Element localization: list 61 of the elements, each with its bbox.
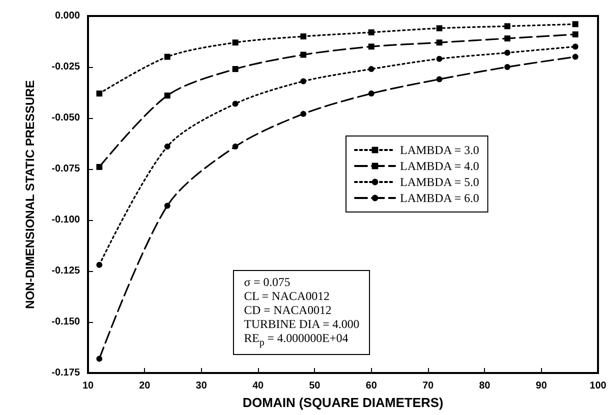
point: [368, 90, 374, 97]
point: [232, 144, 238, 150]
y-tick-label: -0.150: [52, 316, 80, 328]
point: [300, 78, 306, 84]
legend-label: LAMBDA = 6.0: [400, 191, 480, 205]
point: [300, 110, 306, 117]
point: [232, 100, 238, 107]
point: [504, 64, 510, 70]
point: [164, 54, 170, 60]
x-tick-label: 50: [309, 380, 321, 392]
y-tick-label: -0.175: [52, 368, 80, 378]
annotation: TURBINE DIA = 4.000: [244, 317, 360, 331]
point: [436, 56, 442, 62]
point: [572, 31, 578, 38]
y-tick-label: -0.025: [52, 62, 80, 72]
x-tick-label: 20: [139, 380, 151, 392]
y-tick-label: -0.125: [52, 266, 80, 276]
annotation: CL = NACA0012: [244, 289, 330, 303]
x-tick-label: 40: [252, 380, 264, 392]
point: [164, 202, 170, 209]
point: [96, 164, 102, 170]
point: [232, 40, 238, 46]
y-tick-label: 0.000: [54, 10, 80, 22]
point: [96, 356, 102, 362]
point: [504, 50, 510, 56]
point: [96, 90, 102, 97]
point: [232, 66, 238, 72]
x-tick-label: 100: [590, 380, 607, 392]
point: [368, 44, 374, 50]
annotation: RE$_{p}$ = 4.000000E+04: [244, 331, 348, 348]
x-tick-label: 80: [479, 380, 491, 392]
point: [572, 44, 578, 50]
x-tick-label: 60: [366, 380, 378, 392]
y-tick-label: -0.050: [52, 112, 80, 124]
x-tick-label: 70: [422, 380, 434, 392]
y-tick-label: -0.100: [52, 214, 80, 226]
y-axis-title: NON-DIMENSIONAL STATIC PRESSURE: [23, 80, 37, 309]
point: [96, 262, 102, 268]
y-tick-label: -0.075: [52, 164, 80, 174]
point: [164, 144, 170, 150]
point: [300, 52, 306, 58]
point: [504, 35, 510, 42]
annotation: CD = NACA0012: [244, 303, 332, 317]
point: [368, 29, 374, 36]
point: [504, 23, 510, 30]
point: [436, 25, 442, 32]
annotation: σ = 0.075: [244, 275, 290, 289]
x-tick-label: 90: [536, 380, 548, 392]
x-tick-label: 30: [196, 380, 208, 392]
point: [164, 92, 170, 99]
point: [436, 76, 442, 82]
point: [368, 66, 374, 72]
point: [572, 21, 578, 28]
legend-label: LAMBDA = 5.0: [400, 175, 480, 189]
point: [572, 54, 578, 60]
x-tick-label: 10: [82, 380, 94, 392]
point: [300, 33, 306, 40]
legend-label: LAMBDA = 4.0: [400, 159, 480, 173]
point: [436, 40, 442, 46]
x-axis-title: DOMAIN (SQUARE DIAMETERS): [242, 394, 444, 410]
legend-label: LAMBDA = 3.0: [400, 143, 480, 157]
